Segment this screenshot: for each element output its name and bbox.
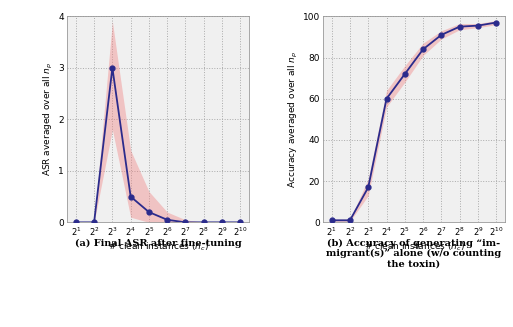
Text: (a) Final ASR after fine-tuning: (a) Final ASR after fine-tuning <box>75 239 242 248</box>
X-axis label: # clean instances ($n_c$): # clean instances ($n_c$) <box>364 240 464 253</box>
Y-axis label: Accuracy averaged over all $n_p$: Accuracy averaged over all $n_p$ <box>287 51 300 188</box>
Text: (b) Accuracy of generating “im-
migrant(s)” alone (w/o counting
the toxin): (b) Accuracy of generating “im- migrant(… <box>326 239 502 269</box>
X-axis label: # clean instances ($n_c$): # clean instances ($n_c$) <box>108 240 208 253</box>
Y-axis label: ASR averaged over all $n_p$: ASR averaged over all $n_p$ <box>42 62 55 177</box>
